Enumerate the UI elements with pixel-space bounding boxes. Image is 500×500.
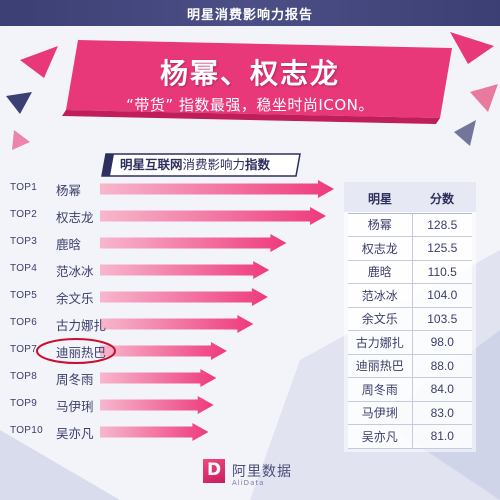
table-row: 吴亦凡 81.0 <box>348 424 472 449</box>
table-cell-score: 88.0 <box>412 354 472 378</box>
celebrity-name-8: 周冬雨 <box>56 372 94 387</box>
rank-label-10: TOP10 <box>10 425 43 436</box>
banner-subtitle: “带货” 指数最强，稳坐时尚ICON。 <box>126 96 374 114</box>
table-cell-name: 鹿晗 <box>348 260 413 284</box>
logo-letter: D <box>206 460 222 480</box>
table-row: 余文乐 103.5 <box>348 307 472 331</box>
rank-label-2: TOP2 <box>10 209 38 220</box>
table-cell-name: 迪丽热巴 <box>348 354 413 378</box>
table-row: 权志龙 125.5 <box>348 236 472 261</box>
table-body: 杨幂 128.5 权志龙 125.5 鹿晗 110.5 范冰冰 104.0 余文乐 103.5 古力… <box>348 213 472 449</box>
table-cell-name: 吴亦凡 <box>348 424 413 449</box>
table-header-row: 明星 分数 <box>348 185 472 214</box>
table-row: 杨幂 128.5 <box>348 213 472 237</box>
chart-title-part1: 明星互联网 <box>120 157 183 172</box>
rank-label-5: TOP5 <box>10 290 38 301</box>
celebrity-name-6: 古力娜扎 <box>56 318 107 333</box>
table-header-name: 明星 <box>348 185 412 214</box>
table-cell-score: 103.5 <box>412 307 472 331</box>
rank-label-9: TOP9 <box>10 398 38 409</box>
logo-text: 阿里数据 <box>232 464 292 480</box>
report-title: 明星消费影响力报告 <box>186 8 313 23</box>
table-cell-name: 杨幂 <box>348 213 413 237</box>
table-cell-score: 83.0 <box>412 401 472 425</box>
table-cell-name: 余文乐 <box>348 307 413 331</box>
rank-label-8: TOP8 <box>10 371 38 382</box>
table-row: 马伊琍 83.0 <box>348 401 472 425</box>
table-cell-score: 81.0 <box>412 424 472 449</box>
table-row: 范冰冰 104.0 <box>348 283 472 308</box>
table-cell-score: 128.5 <box>412 213 472 237</box>
bar-arrow-10 <box>100 423 209 441</box>
chart-title-part3: 指数 <box>245 157 271 172</box>
top-bar <box>0 0 500 26</box>
bar-arrow-4 <box>100 261 270 279</box>
table-cell-score: 104.0 <box>412 283 472 308</box>
table-cell-name: 周冬雨 <box>348 377 413 402</box>
table-row: 周冬雨 84.0 <box>348 377 472 402</box>
table-cell-score: 110.5 <box>412 260 472 284</box>
bar-arrow-8 <box>100 369 217 387</box>
celebrity-name-9: 马伊琍 <box>56 399 94 414</box>
score-table: 明星 分数 杨幂 128.5 权志龙 125.5 鹿晗 110.5 范冰冰 104.0 余文乐 1… <box>348 185 472 449</box>
banner-title: 杨幂、权志龙 <box>159 57 340 90</box>
table-cell-name: 马伊琍 <box>348 401 413 425</box>
celebrity-name-10: 吴亦凡 <box>56 426 94 441</box>
highlight-circle <box>36 338 116 364</box>
rank-label-3: TOP3 <box>10 236 38 247</box>
bar-arrow-3 <box>100 234 287 252</box>
chart-title: 明星互联网消费影响力指数 <box>106 154 300 176</box>
chart-title-part2: 消费影响力 <box>182 157 246 172</box>
celebrity-name-7: 迪丽热巴 <box>56 345 107 360</box>
table-cell-name: 范冰冰 <box>348 283 413 308</box>
table-cell-score: 98.0 <box>412 330 472 355</box>
bar-arrow-9 <box>100 396 214 414</box>
table-cell-score: 125.5 <box>412 236 472 261</box>
table-row: 鹿晗 110.5 <box>348 260 472 284</box>
table-row: 古力娜扎 98.0 <box>348 330 472 355</box>
table-row: 迪丽热巴 88.0 <box>348 354 472 378</box>
rank-label-7: TOP7 <box>10 344 38 355</box>
celebrity-name-3: 鹿晗 <box>56 237 82 252</box>
bar-arrow-7 <box>100 342 227 360</box>
bar-arrow-5 <box>100 288 268 306</box>
celebrity-name-1: 杨幂 <box>56 183 82 198</box>
table-cell-score: 84.0 <box>412 377 472 402</box>
celebrity-name-4: 范冰冰 <box>56 264 94 279</box>
logo-icon <box>203 459 225 483</box>
rank-label-6: TOP6 <box>10 317 38 328</box>
rank-label-1: TOP1 <box>10 182 38 193</box>
table-header-score: 分数 <box>412 185 472 214</box>
table-cell-name: 古力娜扎 <box>348 330 413 355</box>
bar-arrow-2 <box>100 207 327 225</box>
logo-subtext: AliData <box>232 479 265 487</box>
bar-arrow-6 <box>100 315 254 333</box>
celebrity-name-2: 权志龙 <box>56 210 94 225</box>
table-cell-name: 权志龙 <box>348 236 413 261</box>
rank-label-4: TOP4 <box>10 263 38 274</box>
celebrity-name-5: 余文乐 <box>56 291 94 306</box>
bar-arrow-1 <box>100 180 334 198</box>
